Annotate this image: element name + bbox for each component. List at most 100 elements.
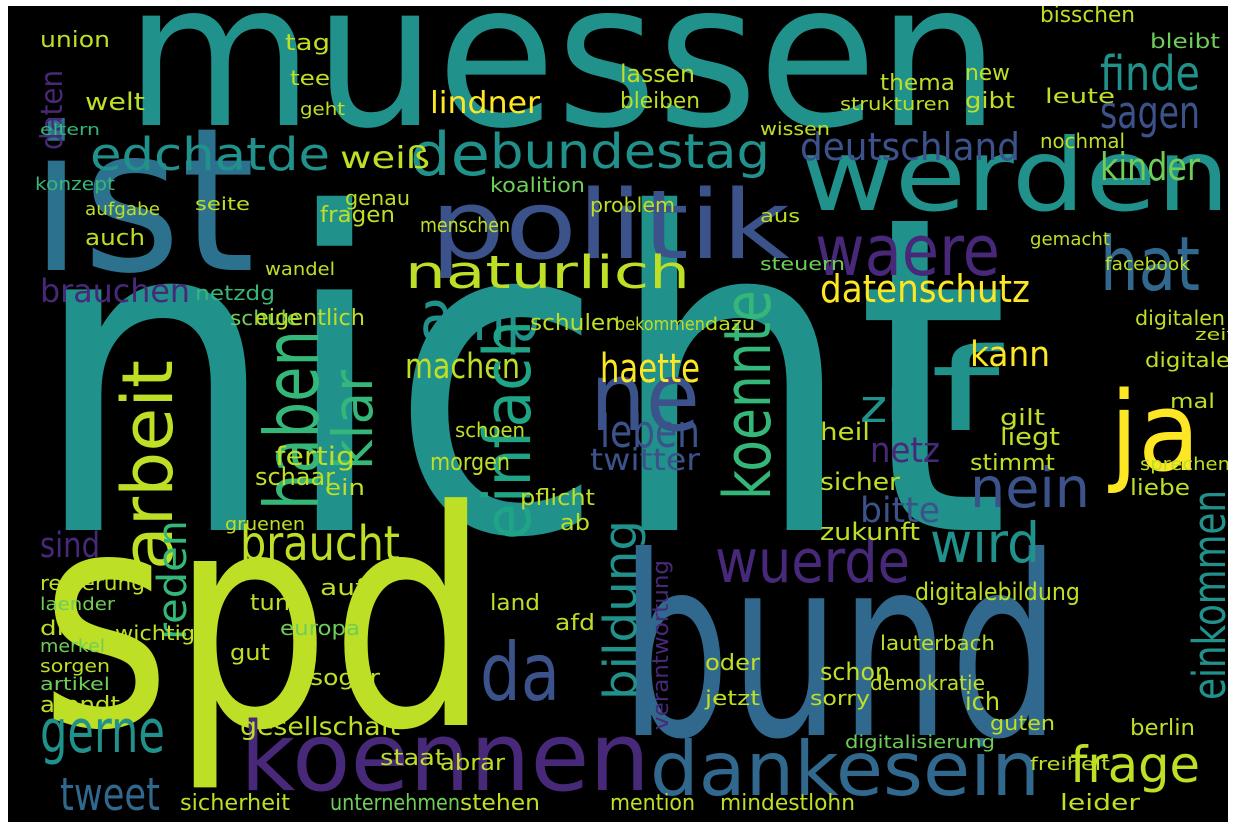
word: die <box>40 616 80 640</box>
word: braucht <box>240 516 400 572</box>
word: gerne <box>40 697 165 767</box>
word: tweet <box>60 768 160 821</box>
word: union <box>40 28 110 53</box>
word: aus <box>760 206 800 227</box>
word: thema <box>880 71 955 96</box>
word: oder <box>705 651 761 676</box>
word: schoen <box>455 418 525 442</box>
word: stimmt <box>970 451 1055 476</box>
word: gut <box>230 641 270 666</box>
word: arbeit <box>107 360 189 570</box>
word: europa <box>280 616 360 640</box>
word: arendt <box>40 693 120 718</box>
word: bleiben <box>620 89 700 114</box>
word: schaar <box>255 463 335 491</box>
word: bitte <box>860 491 940 531</box>
word: sagen <box>1100 86 1200 139</box>
word: einfach <box>471 320 546 540</box>
word: koalition <box>490 173 585 197</box>
word: koennte <box>711 290 786 500</box>
word: zukunft <box>820 518 920 546</box>
word: wandel <box>265 259 335 280</box>
word: merkel <box>40 636 105 657</box>
word: eigentlich <box>255 306 365 331</box>
word: afd <box>555 611 595 636</box>
word: sicherheit <box>180 791 290 816</box>
word: ne <box>590 343 700 453</box>
word: haette <box>600 346 700 392</box>
word: mal <box>1170 389 1215 413</box>
word: bund <box>620 503 1060 794</box>
word: fragen <box>320 203 395 228</box>
word: zb <box>860 380 920 433</box>
word: jetzt <box>704 686 760 710</box>
word: sorgen <box>40 656 110 677</box>
word: da <box>480 626 560 719</box>
word: lauterbach <box>880 631 995 655</box>
word: edchatde <box>90 128 330 181</box>
word: ja <box>1108 368 1200 496</box>
word: wissen <box>760 119 830 140</box>
word: ab <box>560 511 590 536</box>
word: mention <box>610 791 695 816</box>
word: kinder <box>1100 145 1200 189</box>
word: politik <box>430 171 790 281</box>
word: seite <box>195 194 250 215</box>
word: tun <box>250 591 290 616</box>
word: frage <box>1070 736 1200 794</box>
word: nicht <box>30 122 1010 634</box>
word: morgen <box>430 448 510 476</box>
word: werden <box>800 117 1230 234</box>
word: bekommen <box>615 314 705 335</box>
word: menschen <box>420 213 510 237</box>
word: reden <box>150 520 196 640</box>
word: de <box>410 120 490 190</box>
word: tag <box>285 31 330 56</box>
word: gemacht <box>1030 229 1110 250</box>
word: mindestlohn <box>720 791 855 816</box>
word: koennen <box>240 703 650 813</box>
word: steuern <box>760 254 845 275</box>
word: gibt <box>965 89 1015 114</box>
word: heil <box>820 418 870 446</box>
word: gilt <box>1000 406 1045 431</box>
word: wuerde <box>715 527 910 597</box>
word: genau <box>345 186 410 210</box>
word: klar <box>321 370 385 470</box>
word: hat <box>1100 220 1200 308</box>
word: liegt <box>1000 423 1060 451</box>
word: zeit <box>1195 325 1235 344</box>
word: aufgabe <box>85 199 160 220</box>
word: dankesein <box>650 725 1040 813</box>
word: netzdg <box>195 281 275 305</box>
word: berlin <box>1130 716 1195 741</box>
word: machen <box>405 347 520 387</box>
word: sprechen <box>1140 454 1230 475</box>
word: weiß <box>340 141 430 176</box>
word: auf <box>320 576 367 601</box>
word: freiheit <box>1030 754 1110 775</box>
word: sogar <box>310 666 381 691</box>
word: artikel <box>40 674 110 695</box>
word: gruenen <box>225 514 305 535</box>
word: schon <box>820 658 890 686</box>
word: waere <box>815 210 1000 292</box>
word: netz <box>870 431 940 471</box>
word: lindner <box>430 86 541 121</box>
word: facebook <box>1105 254 1191 275</box>
word: datenschutz <box>820 267 1030 311</box>
word: nein <box>970 456 1090 520</box>
word: gesellschaft <box>240 712 400 741</box>
word: new <box>965 61 1010 86</box>
word: fertig <box>275 442 355 472</box>
word: laender <box>40 594 116 615</box>
word: strukturen <box>840 94 950 115</box>
word: digitalebildung <box>915 578 1080 606</box>
word: pflicht <box>520 486 595 511</box>
word: demokratie <box>870 671 985 695</box>
word: digitalen <box>1135 306 1225 330</box>
word: kann <box>970 335 1050 375</box>
word: liebe <box>1130 476 1190 501</box>
